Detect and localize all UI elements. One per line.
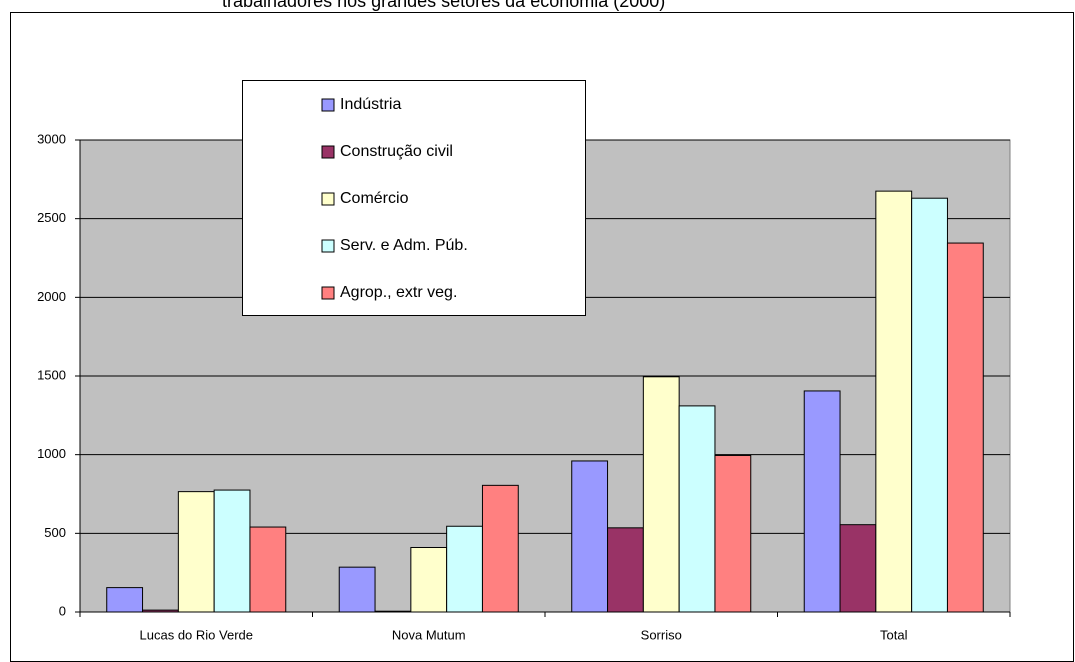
y-tick-label: 2500 <box>37 210 66 225</box>
bar <box>911 197 948 613</box>
y-tick-label: 3000 <box>37 131 66 146</box>
bar <box>946 242 984 613</box>
legend-label: Indústria <box>340 96 401 113</box>
bar <box>106 587 144 613</box>
legend-swatch <box>321 192 335 206</box>
bar <box>839 524 877 613</box>
y-tick-label: 1500 <box>37 367 66 382</box>
bar <box>177 491 215 613</box>
bar <box>642 376 680 613</box>
bar <box>875 190 913 613</box>
bar <box>338 566 376 613</box>
x-tick-label: Total <box>880 627 908 642</box>
bar <box>803 390 841 613</box>
legend <box>242 80 586 316</box>
bar <box>714 454 752 613</box>
bar <box>571 460 609 613</box>
bar <box>678 405 716 613</box>
legend-label: Agrop., extr veg. <box>340 284 457 301</box>
bar <box>446 525 483 613</box>
y-tick-label: 500 <box>44 525 66 540</box>
chart-title: trabalhadores nos grandes setores da eco… <box>222 0 665 11</box>
bar <box>481 484 519 613</box>
x-tick-label: Sorriso <box>641 627 682 642</box>
x-tick-label: Lucas do Rio Verde <box>140 627 253 642</box>
bar <box>607 527 644 613</box>
legend-label: Serv. e Adm. Púb. <box>340 237 468 254</box>
x-tick-label: Nova Mutum <box>392 627 466 642</box>
bar <box>142 609 179 613</box>
legend-swatch <box>321 98 335 112</box>
legend-swatch <box>321 239 335 253</box>
legend-label: Construção civil <box>340 143 453 160</box>
legend-label: Comércio <box>340 190 409 207</box>
bar <box>213 489 251 613</box>
bar <box>249 526 287 613</box>
y-tick-label: 2000 <box>37 289 66 304</box>
bar <box>410 546 448 613</box>
y-tick-label: 1000 <box>37 446 66 461</box>
bar <box>374 610 412 613</box>
y-tick-label: 0 <box>59 603 66 618</box>
legend-swatch <box>321 145 335 159</box>
legend-swatch <box>321 286 335 300</box>
